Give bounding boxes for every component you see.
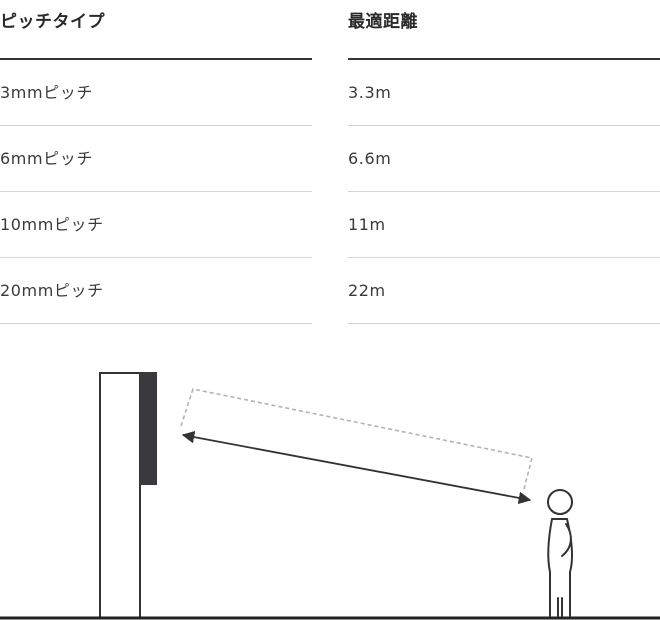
person-icon <box>547 489 574 617</box>
pitch-cell: 10mmピッチ <box>0 192 312 258</box>
pitch-cell: 6mmピッチ <box>0 126 312 192</box>
display-panel-icon <box>99 372 157 619</box>
distance-cell: 6.6m <box>348 126 660 192</box>
pitch-cell: 20mmピッチ <box>0 258 312 324</box>
pitch-header: ピッチタイプ <box>0 0 312 60</box>
distance-cell: 22m <box>348 258 660 324</box>
distance-column: 最適距離 3.3m 6.6m 11m 22m <box>348 0 660 324</box>
pitch-cell: 3mmピッチ <box>0 60 312 126</box>
distance-cell: 11m <box>348 192 660 258</box>
dashed-guide-icon <box>180 388 533 490</box>
viewing-distance-arrow-icon <box>181 430 532 505</box>
pitch-column: ピッチタイプ 3mmピッチ 6mmピッチ 10mmピッチ 20mmピッチ <box>0 0 312 324</box>
distance-header: 最適距離 <box>348 0 660 60</box>
distance-cell: 3.3m <box>348 60 660 126</box>
